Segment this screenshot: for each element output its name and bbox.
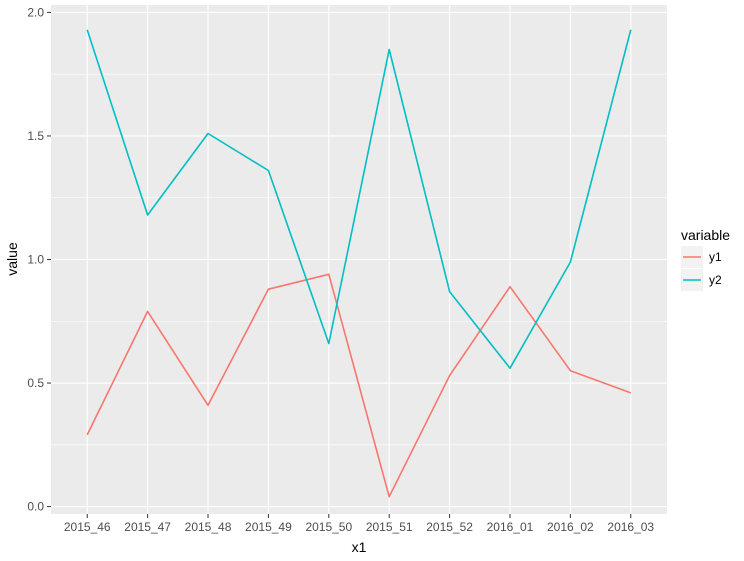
- y-axis: 0.0 0.5 1.0 1.5 2.0: [27, 5, 51, 514]
- y-tick-label: 1.0: [27, 253, 44, 267]
- x-tick-label: 2016_01: [487, 520, 534, 534]
- x-axis-title: x1: [352, 539, 367, 555]
- x-tick-label: 2015_50: [305, 520, 352, 534]
- legend: variable y1 y2: [681, 227, 730, 291]
- y-tick-label: 0.0: [27, 500, 44, 514]
- x-tick-label: 2016_03: [607, 520, 654, 534]
- legend-label-y2: y2: [709, 273, 722, 287]
- series-layer: [86, 29, 632, 498]
- series-line-y1: [86, 273, 632, 498]
- x-tick-label: 2015_52: [426, 520, 473, 534]
- major-gridlines: [51, 5, 667, 514]
- x-tick-label: 2015_48: [185, 520, 232, 534]
- legend-title: variable: [681, 227, 730, 243]
- y-tick-label: 0.5: [27, 376, 44, 390]
- x-axis: 2015_46 2015_47 2015_48 2015_49 2015_50 2015_…: [64, 514, 654, 534]
- y-tick-label: 2.0: [27, 5, 44, 19]
- y-tick-label: 1.5: [27, 129, 44, 143]
- x-tick-label: 2015_46: [64, 520, 111, 534]
- legend-label-y1: y1: [709, 250, 722, 264]
- x-tick-label: 2015_49: [245, 520, 292, 534]
- x-tick-label: 2016_02: [547, 520, 594, 534]
- x-tick-label: 2015_51: [366, 520, 413, 534]
- series-line-y2: [86, 29, 632, 370]
- legend-keys: y1 y2: [681, 246, 722, 291]
- y-axis-title: value: [4, 242, 20, 276]
- x-tick-label: 2015_47: [124, 520, 171, 534]
